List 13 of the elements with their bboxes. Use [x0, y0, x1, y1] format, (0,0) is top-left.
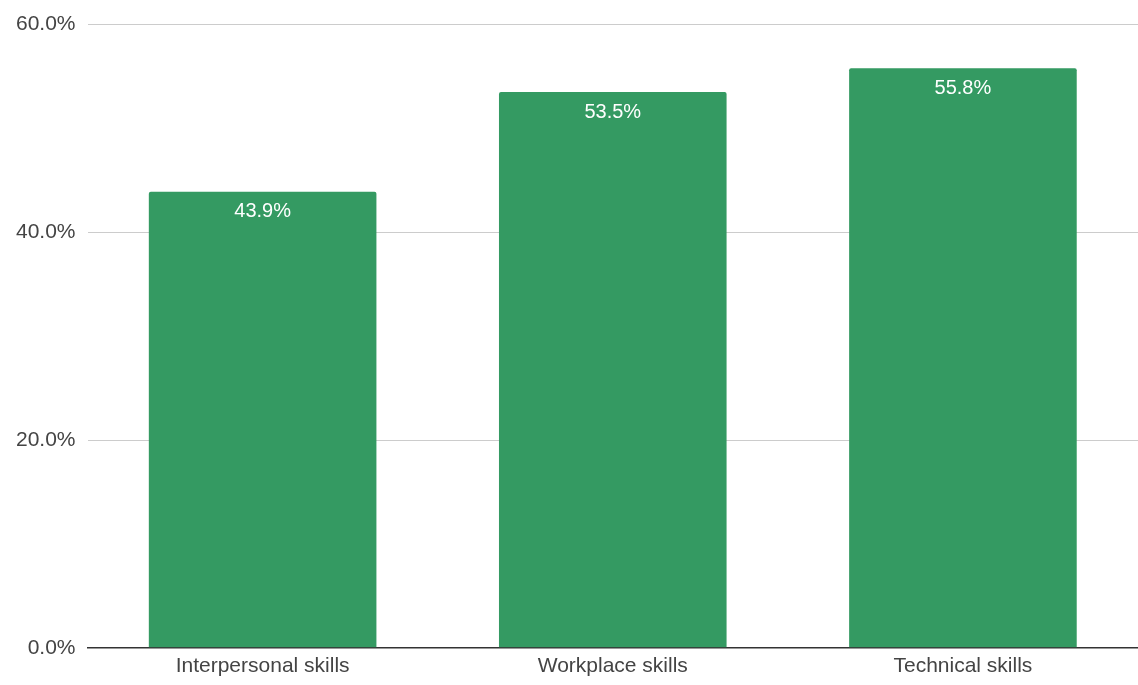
x-tick-label: Technical skills [893, 653, 1033, 677]
x-tick-label: Workplace skills [537, 653, 688, 677]
y-tick-label: 20.0% [16, 426, 76, 450]
data-label: 53.5% [584, 99, 642, 122]
data-label: 55.8% [934, 75, 992, 98]
y-tick-label: 40.0% [16, 219, 76, 243]
y-tick-label: 0.0% [27, 634, 76, 658]
bar [148, 191, 377, 648]
data-label: 43.9% [234, 199, 292, 222]
x-tick-label: Interpersonal skills [175, 653, 350, 677]
y-tick-label: 60.0% [16, 11, 76, 35]
bar [849, 68, 1077, 648]
bar [498, 92, 727, 648]
